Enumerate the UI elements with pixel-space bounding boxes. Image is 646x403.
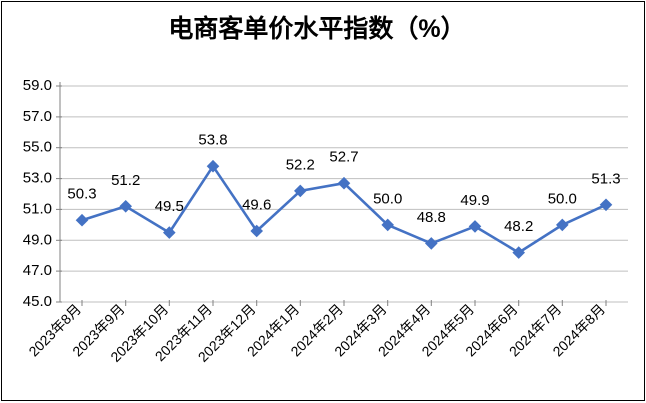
- svg-text:51.3: 51.3: [591, 170, 620, 187]
- svg-text:51.2: 51.2: [111, 172, 140, 189]
- svg-text:47.0: 47.0: [23, 262, 52, 279]
- svg-text:52.7: 52.7: [329, 149, 358, 166]
- svg-text:50.0: 50.0: [548, 190, 577, 207]
- svg-text:49.6: 49.6: [242, 197, 271, 214]
- svg-text:57.0: 57.0: [23, 108, 52, 125]
- svg-text:49.9: 49.9: [460, 192, 489, 209]
- svg-text:53.8: 53.8: [198, 132, 227, 149]
- svg-text:52.2: 52.2: [286, 156, 315, 173]
- svg-text:59.0: 59.0: [23, 77, 52, 94]
- svg-text:53.0: 53.0: [23, 170, 52, 187]
- svg-text:49.5: 49.5: [155, 198, 184, 215]
- svg-text:45.0: 45.0: [23, 293, 52, 310]
- svg-text:49.0: 49.0: [23, 231, 52, 248]
- svg-text:48.2: 48.2: [504, 218, 533, 235]
- svg-text:50.3: 50.3: [67, 186, 96, 203]
- svg-text:55.0: 55.0: [23, 139, 52, 156]
- svg-text:51.0: 51.0: [23, 200, 52, 217]
- svg-text:48.8: 48.8: [417, 209, 446, 226]
- svg-text:50.0: 50.0: [373, 190, 402, 207]
